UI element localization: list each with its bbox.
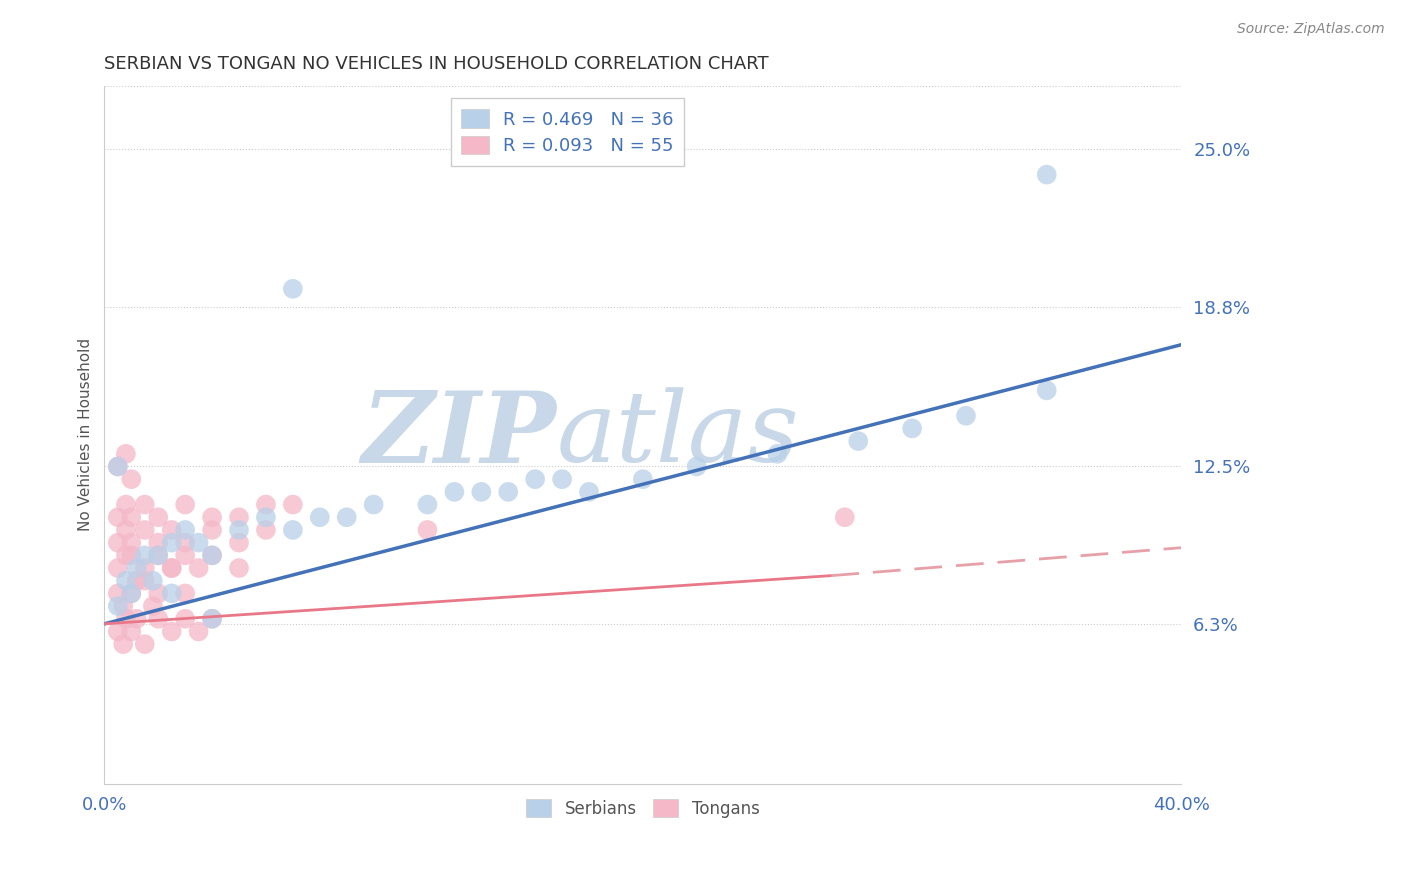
Point	[120, 549, 142, 563]
Point	[120, 472, 142, 486]
Point	[125, 612, 148, 626]
Point	[766, 447, 789, 461]
Point	[107, 599, 129, 613]
Point	[281, 498, 304, 512]
Point	[281, 523, 304, 537]
Text: atlas: atlas	[557, 387, 800, 483]
Text: SERBIAN VS TONGAN NO VEHICLES IN HOUSEHOLD CORRELATION CHART: SERBIAN VS TONGAN NO VEHICLES IN HOUSEHO…	[104, 55, 769, 73]
Point	[134, 561, 156, 575]
Point	[174, 586, 197, 600]
Point	[107, 459, 129, 474]
Point	[115, 549, 138, 563]
Point	[228, 535, 250, 549]
Point	[1035, 168, 1057, 182]
Point	[120, 586, 142, 600]
Point	[254, 510, 277, 524]
Point	[496, 484, 519, 499]
Text: Source: ZipAtlas.com: Source: ZipAtlas.com	[1237, 22, 1385, 37]
Point	[308, 510, 330, 524]
Point	[174, 612, 197, 626]
Point	[443, 484, 465, 499]
Point	[201, 612, 224, 626]
Point	[115, 523, 138, 537]
Point	[686, 459, 709, 474]
Point	[160, 561, 183, 575]
Point	[112, 637, 135, 651]
Point	[148, 535, 170, 549]
Point	[524, 472, 547, 486]
Point	[142, 599, 165, 613]
Point	[115, 498, 138, 512]
Point	[107, 561, 129, 575]
Point	[363, 498, 385, 512]
Point	[416, 523, 439, 537]
Point	[187, 624, 209, 639]
Point	[107, 535, 129, 549]
Y-axis label: No Vehicles in Household: No Vehicles in Household	[79, 338, 93, 532]
Point	[120, 510, 142, 524]
Point	[174, 523, 197, 537]
Point	[120, 624, 142, 639]
Point	[115, 447, 138, 461]
Point	[834, 510, 856, 524]
Point	[201, 549, 224, 563]
Point	[254, 498, 277, 512]
Point	[160, 535, 183, 549]
Point	[416, 498, 439, 512]
Point	[120, 535, 142, 549]
Point	[148, 549, 170, 563]
Point	[160, 586, 183, 600]
Point	[201, 510, 224, 524]
Point	[115, 574, 138, 588]
Point	[901, 421, 924, 435]
Point	[148, 510, 170, 524]
Point	[1035, 384, 1057, 398]
Point	[578, 484, 600, 499]
Point	[201, 549, 224, 563]
Point	[125, 561, 148, 575]
Point	[148, 612, 170, 626]
Point	[201, 523, 224, 537]
Point	[107, 624, 129, 639]
Legend: Serbians, Tongans: Serbians, Tongans	[520, 793, 766, 824]
Point	[142, 574, 165, 588]
Point	[201, 612, 224, 626]
Point	[846, 434, 869, 449]
Point	[107, 459, 129, 474]
Point	[134, 523, 156, 537]
Point	[174, 498, 197, 512]
Point	[107, 586, 129, 600]
Point	[187, 535, 209, 549]
Point	[134, 637, 156, 651]
Point	[125, 574, 148, 588]
Point	[160, 523, 183, 537]
Point	[134, 574, 156, 588]
Point	[281, 282, 304, 296]
Point	[254, 523, 277, 537]
Point	[134, 549, 156, 563]
Point	[228, 523, 250, 537]
Point	[112, 599, 135, 613]
Point	[336, 510, 359, 524]
Point	[470, 484, 492, 499]
Point	[955, 409, 977, 423]
Point	[228, 510, 250, 524]
Point	[551, 472, 574, 486]
Point	[174, 549, 197, 563]
Point	[134, 498, 156, 512]
Point	[174, 535, 197, 549]
Text: ZIP: ZIP	[361, 386, 557, 483]
Point	[148, 586, 170, 600]
Point	[228, 561, 250, 575]
Point	[160, 561, 183, 575]
Point	[631, 472, 654, 486]
Point	[160, 624, 183, 639]
Point	[148, 549, 170, 563]
Point	[120, 586, 142, 600]
Point	[107, 510, 129, 524]
Point	[115, 612, 138, 626]
Point	[187, 561, 209, 575]
